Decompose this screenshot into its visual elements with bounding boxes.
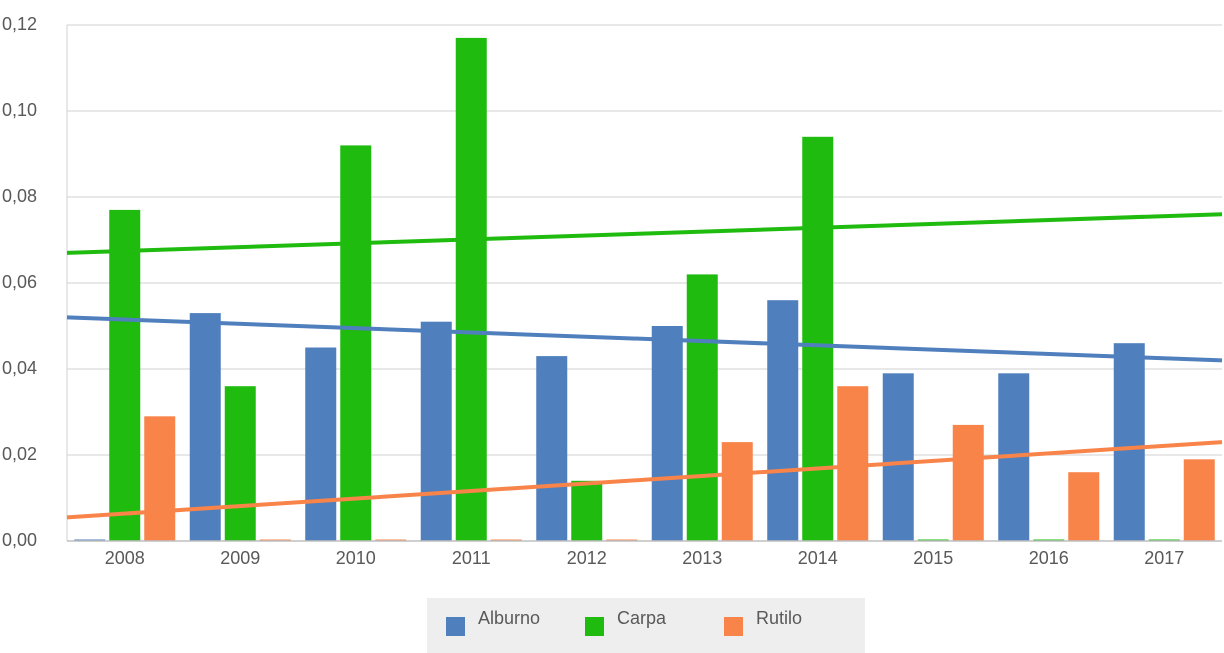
bar xyxy=(721,442,753,541)
bar xyxy=(1113,343,1145,541)
bar xyxy=(686,274,718,541)
x-tick-label: 2011 xyxy=(452,548,491,568)
bar xyxy=(189,313,221,541)
bar xyxy=(802,136,834,542)
x-tick-label: 2008 xyxy=(105,548,145,568)
trend-line xyxy=(66,440,1223,520)
bar xyxy=(420,321,452,541)
bar xyxy=(651,326,683,541)
legend-label: Carpa xyxy=(617,608,667,628)
bar xyxy=(767,300,799,541)
x-tick-label: 2014 xyxy=(798,548,838,568)
x-tick-label: 2010 xyxy=(336,548,376,568)
bar xyxy=(455,37,487,542)
x-tick-label: 2016 xyxy=(1029,548,1069,568)
y-tick-label: 0,10 xyxy=(2,100,37,120)
legend-label: Rutilo xyxy=(756,608,802,628)
bar xyxy=(571,480,603,541)
bar xyxy=(224,386,256,541)
y-tick-label: 0,00 xyxy=(2,530,37,550)
trend-line xyxy=(66,315,1223,363)
bar xyxy=(882,373,914,541)
y-tick-label: 0,04 xyxy=(2,358,37,378)
legend-swatch xyxy=(585,617,604,636)
bar xyxy=(340,145,372,541)
bar xyxy=(305,347,337,541)
bar xyxy=(536,356,568,541)
bar xyxy=(109,209,141,541)
x-tick-label: 2012 xyxy=(567,548,607,568)
y-tick-label: 0,02 xyxy=(2,444,37,464)
x-tick-label: 2017 xyxy=(1144,548,1184,568)
bar xyxy=(952,424,984,541)
y-tick-label: 0,12 xyxy=(2,14,37,34)
x-tick-label: 2013 xyxy=(682,548,722,568)
bar xyxy=(1068,472,1100,541)
y-tick-label: 0,08 xyxy=(2,186,37,206)
x-tick-label: 2015 xyxy=(913,548,953,568)
legend-label: Alburno xyxy=(478,608,540,628)
bar xyxy=(1183,459,1215,541)
x-tick-label: 2009 xyxy=(220,548,260,568)
bar xyxy=(144,416,176,541)
legend-swatch xyxy=(446,617,465,636)
legend-swatch xyxy=(724,617,743,636)
y-tick-label: 0,06 xyxy=(2,272,37,292)
legend-box xyxy=(427,598,865,653)
trend-line xyxy=(66,212,1223,255)
